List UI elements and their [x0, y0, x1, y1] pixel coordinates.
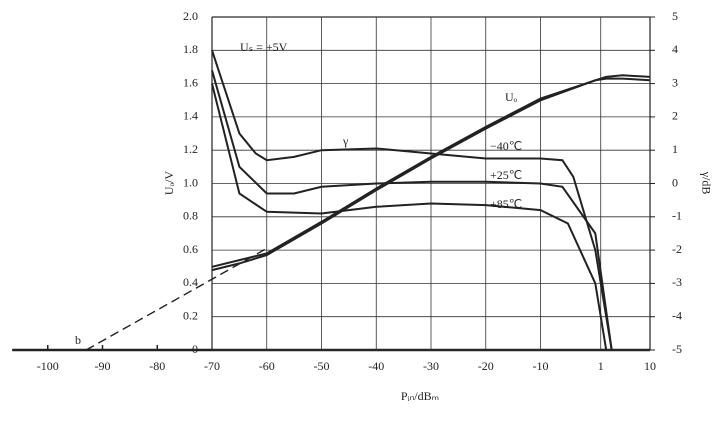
x-tick-label: -30 — [423, 359, 439, 373]
y2-axis-label: γ/dB — [699, 171, 713, 195]
y-tick-label: 0.6 — [183, 242, 198, 256]
x-tick-label: -70 — [204, 359, 220, 373]
data-line — [211, 74, 651, 272]
y-tick-label: 1.2 — [183, 142, 198, 156]
y-tick-label: 0.4 — [183, 275, 198, 289]
x-tick-label: -90 — [95, 359, 111, 373]
data-line — [211, 70, 613, 351]
x-tick-label: 10 — [644, 359, 656, 373]
y-axis-label: Uₒ/V — [162, 171, 176, 195]
annotation: b — [75, 333, 81, 347]
annotation: Uₒ — [505, 90, 518, 104]
y-tick-label: 1.6 — [183, 75, 198, 89]
x-tick-label: -10 — [533, 359, 549, 373]
x-axis-label: Pᵢₙ/dBₘ — [401, 389, 439, 403]
y-tick-label: 0 — [192, 342, 198, 356]
y2-tick-label: 1 — [672, 142, 678, 156]
y-tick-label: 1.8 — [183, 42, 198, 56]
annotation: γ — [342, 134, 349, 148]
x-tick-label: -40 — [368, 359, 384, 373]
y2-tick-label: -2 — [672, 242, 682, 256]
y2-tick-label: 2 — [672, 109, 678, 123]
y2-tick-label: 0 — [672, 175, 678, 189]
annotation: Uₛ = +5V — [240, 40, 288, 54]
data-line — [211, 77, 651, 268]
annotation: +25℃ — [490, 168, 522, 182]
data-line — [211, 49, 613, 351]
y2-tick-label: 4 — [672, 42, 678, 56]
data-line — [211, 83, 608, 351]
y2-tick-label: -1 — [672, 209, 682, 223]
y-tick-label: 0.2 — [183, 308, 198, 322]
y2-tick-label: -5 — [672, 342, 682, 356]
y2-tick-label: -3 — [672, 275, 682, 289]
x-tick-label: -60 — [259, 359, 275, 373]
y-tick-label: 2.0 — [183, 9, 198, 23]
annotation: −40℃ — [490, 139, 522, 153]
y-tick-label: 1.4 — [183, 109, 198, 123]
x-tick-label: -100 — [37, 359, 59, 373]
y-tick-label: 0.8 — [183, 209, 198, 223]
y2-tick-label: -4 — [672, 308, 682, 322]
data-line — [85, 247, 268, 351]
x-tick-label: -80 — [149, 359, 165, 373]
y2-tick-label: 5 — [672, 9, 678, 23]
x-tick-label: -20 — [478, 359, 494, 373]
y-tick-label: 1.0 — [183, 175, 198, 189]
annotation: +85℃ — [490, 197, 522, 211]
x-tick-label: 1 — [598, 359, 604, 373]
y2-tick-label: 3 — [672, 75, 678, 89]
x-tick-label: -50 — [314, 359, 330, 373]
